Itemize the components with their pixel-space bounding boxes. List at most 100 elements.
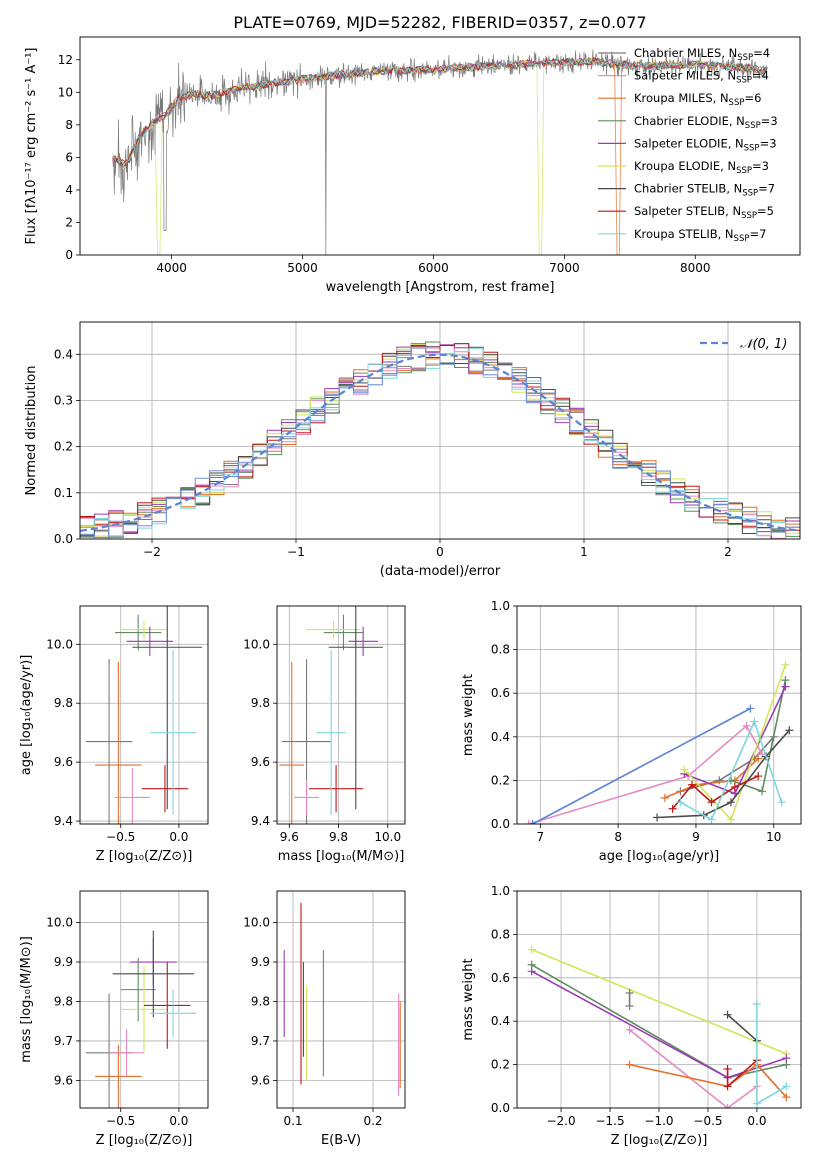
legend-name: Salpeter STELIB, N — [634, 204, 741, 218]
x-tick-label: 8000 — [680, 261, 711, 275]
y-tick-label: 0.8 — [491, 927, 510, 941]
grid — [517, 890, 801, 1109]
weight-line — [532, 707, 751, 824]
x-axis-label: (data-model)/error — [380, 564, 501, 579]
y-tick-label: 0.0 — [491, 817, 510, 831]
x-tick-label: 9.6 — [280, 830, 299, 844]
axes-frame — [516, 605, 802, 825]
y-tick-label: 9.6 — [54, 1073, 73, 1087]
weight-marker — [625, 1060, 634, 1069]
legend-sub: SSP — [745, 121, 761, 131]
spectrum-panel: 4000 5000 6000 7000 8000 0 2 4 6 8 10 12 wavelength … — [24, 36, 801, 295]
y-tick-label: 9.7 — [251, 1034, 270, 1048]
legend-name: Chabrier ELODIE, N — [634, 114, 745, 128]
plot-area — [80, 341, 800, 539]
weight-marker — [723, 1082, 732, 1091]
y-tick-label: 10 — [58, 85, 73, 99]
weight-marker — [782, 1093, 791, 1102]
y-tick-label: 0.2 — [54, 440, 73, 454]
weight-z-panel: −2.0 −1.5 −1.0 −0.5 0.0 0.0 0.2 0.4 0.6 0.8 1.0 Z [… — [461, 884, 802, 1148]
y-tick-label: 0.0 — [491, 1101, 510, 1115]
legend-name: Salpeter MILES, N — [634, 69, 736, 83]
y-tick-label: 0.4 — [491, 1014, 510, 1028]
legend-label: Chabrier MILES, NSSP=4 — [634, 46, 770, 63]
y-axis-label: age [log₁₀(age/yr)] — [19, 655, 34, 776]
mass-age-panel: 9.6 9.8 10.0 9.4 9.6 9.8 10.0 mass [log₁₀(M/M⊙)… — [243, 605, 406, 864]
weight-marker — [752, 999, 761, 1008]
grid — [277, 891, 405, 1108]
x-tick-label: 4000 — [156, 261, 187, 275]
axes-frame — [276, 890, 406, 1109]
x-tick-label: 7 — [537, 830, 545, 844]
y-axis-label: mass weight — [461, 674, 476, 756]
y-tick-label: 9.8 — [251, 994, 270, 1008]
weight-marker — [715, 776, 724, 785]
weight-age-panel: 7 8 9 10 0.0 0.2 0.4 0.6 0.8 1.0 age [log₁₀(age/yr… — [461, 599, 802, 864]
figure-title: PLATE=0769, MJD=52282, FIBERID=0357, z=0… — [233, 13, 646, 32]
legend-name: Chabrier MILES, N — [634, 46, 737, 60]
weight-marker — [668, 804, 677, 813]
legend-suffix: =4 — [752, 69, 769, 83]
residual-histogram-panel: −2 −1 0 1 2 0.0 0.1 0.2 0.3 0.4 (data-model)/error… — [24, 321, 801, 579]
y-tick-label: 9.8 — [251, 696, 270, 710]
x-tick-label: 0.0 — [169, 1114, 188, 1128]
x-axis-label: Z [log₁₀(Z/Z⊙)] — [611, 1133, 708, 1148]
weight-marker — [707, 815, 716, 824]
axes-frame — [79, 890, 209, 1109]
histogram-step-7 — [80, 343, 800, 539]
y-tick-label: 9.7 — [54, 1034, 73, 1048]
weight-marker — [527, 967, 536, 976]
weight-marker — [625, 1025, 634, 1034]
weight-marker — [528, 820, 537, 824]
y-tick-label: 0.4 — [491, 730, 510, 744]
y-axis-label: mass weight — [461, 958, 476, 1040]
y-axis-label: Normed distribution — [24, 366, 39, 496]
y-tick-label: 12 — [58, 53, 73, 67]
y-tick-label: 0.1 — [54, 486, 73, 500]
weight-marker — [653, 813, 662, 822]
y-tick-label: 0.0 — [54, 532, 73, 546]
axes-frame — [276, 605, 406, 825]
legend-sub: SSP — [741, 211, 757, 221]
y-tick-label: 1.0 — [491, 884, 510, 898]
x-tick-label: 0.0 — [169, 830, 188, 844]
plot-area — [279, 606, 383, 824]
weight-marker — [746, 704, 755, 713]
weight-marker — [785, 726, 794, 735]
x-tick-label: 10 — [766, 830, 781, 844]
weight-line — [531, 948, 787, 1055]
legend-suffix: =4 — [753, 46, 770, 60]
weight-marker — [707, 798, 716, 807]
legend-sub: SSP — [736, 76, 752, 86]
legend-sub: SSP — [744, 143, 760, 153]
weight-line — [528, 724, 763, 824]
x-tick-label: 0.1 — [283, 1114, 302, 1128]
weight-marker — [625, 1002, 634, 1011]
x-tick-label: −0.5 — [106, 1114, 135, 1128]
y-axis-label: Flux [fλ10⁻¹⁷ erg cm⁻² s⁻¹ A⁻¹] — [24, 48, 39, 245]
x-axis-label: Z [log₁₀(Z/Z⊙)] — [96, 1133, 193, 1148]
legend-suffix: =7 — [758, 182, 775, 196]
model-line-7 — [112, 57, 766, 167]
legend-sub: SSP — [729, 98, 745, 108]
y-tick-label: 4 — [65, 183, 73, 197]
model-line-8 — [112, 57, 766, 165]
y-tick-label: 9.4 — [251, 814, 270, 828]
weight-marker — [750, 717, 759, 726]
y-axis-label: mass [log₁₀(M/M⊙)] — [19, 936, 34, 1063]
plot-area — [85, 930, 197, 1108]
legend-label: Kroupa MILES, NSSP=6 — [634, 91, 761, 108]
x-tick-label: 5000 — [287, 261, 318, 275]
x-tick-label: −2.0 — [546, 1114, 575, 1128]
weight-marker — [754, 772, 763, 781]
weight-marker — [688, 780, 697, 789]
x-tick-label: 1 — [580, 545, 588, 559]
weight-marker — [680, 765, 689, 774]
x-tick-label: 9.8 — [329, 830, 348, 844]
x-tick-label: 7000 — [549, 261, 580, 275]
weight-marker — [524, 820, 533, 824]
y-tick-label: 1.0 — [491, 599, 510, 613]
y-tick-label: 9.6 — [54, 755, 73, 769]
axes-frame — [79, 36, 801, 256]
